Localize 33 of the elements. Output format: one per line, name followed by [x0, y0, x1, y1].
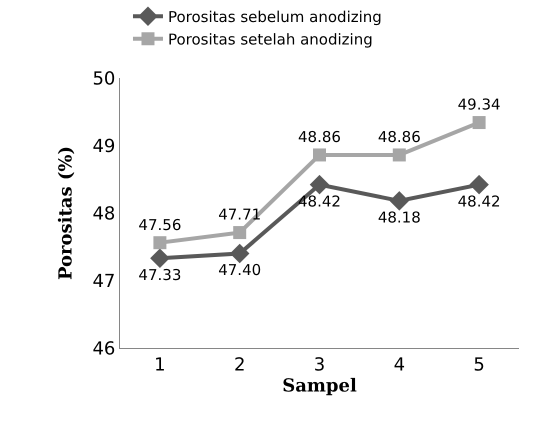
point [390, 191, 410, 211]
point [310, 174, 330, 194]
x-axis-title: Sampel [282, 376, 357, 397]
point [472, 116, 486, 130]
x-tick-label: 1 [154, 354, 166, 376]
y-tick-label: 50 [92, 68, 116, 90]
y-tick-label: 47 [92, 270, 116, 292]
point [233, 226, 246, 240]
point [230, 244, 250, 264]
data-label: 48.86 [298, 128, 341, 146]
x-tick-label: 5 [473, 354, 485, 376]
data-label: 48.18 [378, 208, 421, 226]
data-label: 47.40 [218, 261, 262, 280]
y-tick-label: 49 [92, 136, 116, 157]
data-label: 47.33 [138, 266, 182, 284]
data-label: 47.56 [138, 216, 182, 234]
data-label: 48.86 [378, 128, 421, 146]
legend-label: Porositas sebelum anodizing [168, 8, 382, 26]
point [392, 148, 406, 162]
x-tick-label: 4 [394, 354, 406, 376]
x-tick-label: 3 [314, 354, 326, 376]
point [150, 248, 170, 268]
y-tick-label: 46 [92, 338, 116, 360]
data-label: 48.42 [458, 192, 501, 210]
y-axis-title: Porositas (%) [56, 146, 77, 280]
x-tick-label: 2 [234, 354, 246, 376]
point [153, 236, 166, 250]
data-label: 47.71 [218, 206, 262, 224]
legend-label: Porositas setelah anodizing [168, 30, 373, 49]
point [469, 174, 489, 194]
y-tick-label: 48 [92, 203, 116, 224]
data-label: 49.34 [458, 96, 501, 114]
point [313, 148, 326, 162]
